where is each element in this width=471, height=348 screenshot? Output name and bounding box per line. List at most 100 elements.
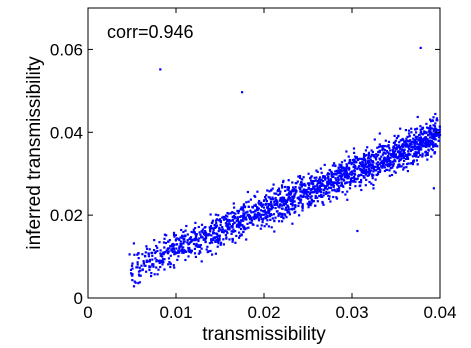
data-point bbox=[255, 213, 258, 216]
data-point bbox=[409, 162, 412, 165]
data-point bbox=[286, 204, 289, 207]
data-point bbox=[135, 266, 138, 269]
data-point bbox=[168, 247, 171, 250]
data-point bbox=[217, 214, 220, 217]
data-point bbox=[240, 215, 243, 218]
data-point bbox=[374, 156, 377, 159]
data-point bbox=[281, 186, 284, 189]
data-point bbox=[163, 246, 166, 249]
data-point bbox=[434, 130, 438, 133]
data-point bbox=[364, 172, 367, 175]
data-point bbox=[203, 233, 206, 236]
data-point bbox=[380, 145, 383, 148]
data-point bbox=[311, 187, 314, 190]
data-point bbox=[298, 186, 301, 189]
data-point bbox=[197, 225, 200, 229]
data-point bbox=[317, 178, 321, 181]
data-point bbox=[147, 255, 150, 258]
data-point bbox=[260, 213, 263, 216]
data-point bbox=[156, 246, 159, 249]
data-point bbox=[324, 192, 327, 195]
data-point bbox=[199, 251, 202, 254]
data-point bbox=[361, 160, 364, 163]
data-point bbox=[319, 179, 322, 182]
data-point bbox=[347, 155, 350, 158]
data-point bbox=[301, 195, 304, 198]
data-point bbox=[327, 179, 330, 182]
x-tick-label: 0 bbox=[83, 303, 92, 322]
data-point bbox=[438, 133, 442, 137]
data-point bbox=[242, 219, 245, 222]
data-point bbox=[347, 176, 350, 179]
data-point bbox=[180, 245, 183, 248]
data-point bbox=[363, 163, 366, 166]
data-point bbox=[186, 239, 189, 242]
data-point bbox=[287, 211, 290, 214]
data-point bbox=[322, 180, 325, 183]
data-point bbox=[299, 176, 302, 179]
data-point bbox=[257, 219, 260, 222]
data-point bbox=[438, 125, 441, 128]
data-point bbox=[238, 215, 241, 219]
data-point bbox=[340, 184, 343, 187]
data-point bbox=[256, 206, 259, 209]
data-point bbox=[280, 215, 283, 218]
data-point bbox=[195, 242, 198, 245]
data-point bbox=[241, 91, 244, 94]
data-point bbox=[302, 183, 305, 186]
data-point bbox=[253, 204, 256, 207]
data-point bbox=[362, 175, 365, 178]
data-point bbox=[235, 234, 238, 238]
data-point bbox=[375, 158, 378, 161]
data-point bbox=[304, 184, 307, 187]
data-point bbox=[180, 236, 183, 239]
data-point bbox=[323, 163, 326, 166]
data-point bbox=[218, 227, 221, 230]
data-point bbox=[366, 160, 369, 163]
data-point bbox=[398, 146, 402, 149]
data-point bbox=[216, 234, 219, 237]
data-point bbox=[385, 158, 388, 161]
data-point bbox=[391, 149, 394, 152]
data-point bbox=[266, 216, 269, 219]
data-point bbox=[215, 235, 218, 239]
data-point bbox=[277, 187, 281, 190]
data-point bbox=[320, 193, 323, 196]
data-point bbox=[316, 170, 319, 173]
data-point bbox=[434, 143, 437, 146]
data-point bbox=[225, 230, 228, 233]
data-point bbox=[287, 193, 290, 196]
data-point bbox=[234, 212, 237, 215]
data-point bbox=[352, 176, 356, 179]
data-point bbox=[226, 226, 229, 229]
data-point bbox=[256, 224, 259, 227]
data-point bbox=[409, 142, 412, 146]
data-point bbox=[154, 251, 157, 255]
data-point bbox=[380, 160, 383, 163]
data-point bbox=[345, 176, 348, 179]
data-point bbox=[322, 203, 325, 206]
data-point bbox=[408, 145, 411, 148]
data-point bbox=[264, 212, 267, 215]
data-point bbox=[202, 238, 205, 241]
data-point bbox=[402, 139, 405, 142]
data-point bbox=[411, 163, 414, 166]
data-point bbox=[371, 164, 374, 167]
data-point bbox=[266, 189, 269, 192]
data-point bbox=[325, 185, 328, 188]
data-point bbox=[430, 131, 433, 135]
data-point bbox=[387, 160, 390, 163]
data-point bbox=[342, 185, 345, 188]
data-point bbox=[407, 129, 411, 132]
data-point bbox=[210, 234, 213, 237]
data-point bbox=[432, 141, 435, 144]
data-point bbox=[172, 264, 175, 267]
data-point bbox=[307, 194, 310, 197]
data-point bbox=[266, 214, 269, 217]
data-point bbox=[429, 124, 432, 127]
data-point bbox=[188, 241, 191, 244]
data-point bbox=[160, 261, 164, 264]
data-point bbox=[373, 138, 376, 141]
data-point bbox=[358, 184, 361, 188]
data-point bbox=[418, 145, 421, 148]
